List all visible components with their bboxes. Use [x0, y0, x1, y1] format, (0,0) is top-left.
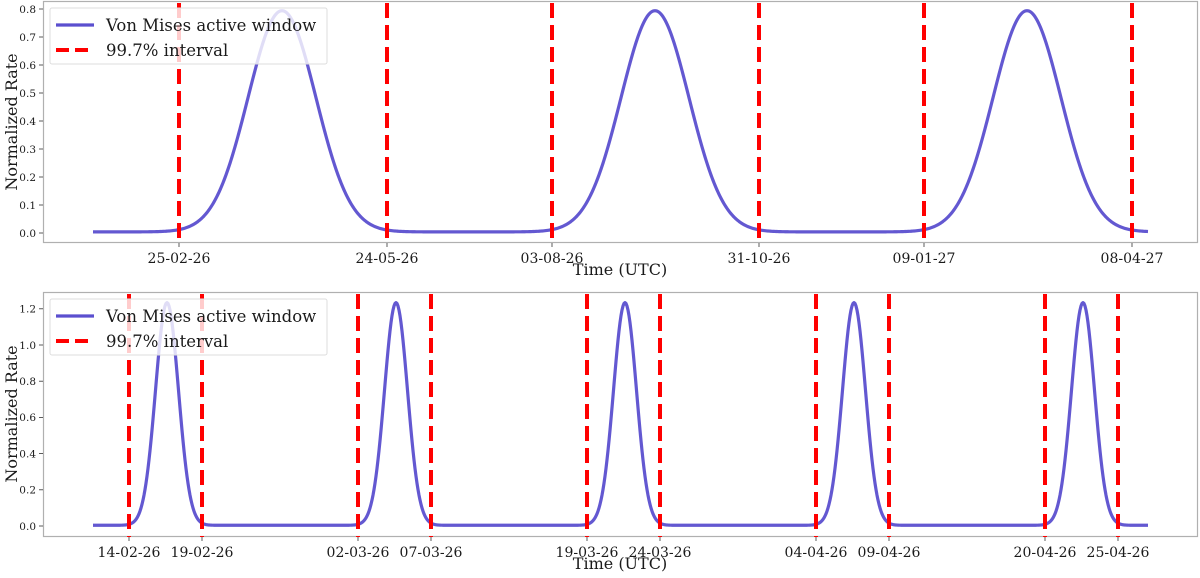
x-tick-label: 04-04-26: [785, 545, 848, 561]
bottom-chart-panel: 0.0 0.2 0.4 0.6 0.8 1.0 1.2 14-02-26 19-02-26 02-…: [2, 291, 1199, 573]
y-tick-label: 0.2: [19, 172, 36, 184]
y-tick-label: 0.3: [19, 144, 36, 156]
y-tick-label: 0.0: [19, 228, 36, 240]
y-tick-label: 0.8: [19, 376, 36, 388]
x-tick-label: 24-05-26: [356, 251, 419, 267]
y-tick-label: 1.0: [19, 340, 36, 352]
x-tick-label: 19-03-26: [556, 545, 619, 561]
y-tick-label: 0.4: [19, 116, 36, 128]
legend: Von Mises active window 99.7% interval: [49, 298, 328, 356]
x-tick-label: 25-04-26: [1087, 545, 1150, 561]
y-axis-label: Normalized Rate: [2, 53, 21, 190]
x-tick-label: 19-02-26: [171, 545, 234, 561]
x-tick-label: 03-08-26: [521, 251, 584, 267]
von-mises-curve: [92, 301, 1149, 527]
y-tick-label: 0.5: [19, 88, 36, 100]
legend-label-curve: Von Mises active window: [105, 307, 316, 326]
y-tick-label: 0.4: [19, 448, 36, 460]
y-tick-label: 0.1: [19, 200, 36, 212]
legend-label-curve: Von Mises active window: [105, 16, 316, 35]
y-axis-label: Normalized Rate: [2, 345, 21, 482]
x-tick-label: 09-01-27: [893, 251, 956, 267]
y-tick-label: 0.2: [19, 485, 36, 497]
x-tick-label: 09-04-26: [858, 545, 921, 561]
x-tick-label: 20-04-26: [1014, 545, 1077, 561]
y-tick-label: 0.0: [19, 521, 36, 533]
x-tick-label: 07-03-26: [400, 545, 463, 561]
x-axis-label: Time (UTC): [573, 554, 667, 573]
x-tick-label: 31-10-26: [728, 251, 791, 267]
x-axis-label: Time (UTC): [573, 260, 667, 279]
y-tick-label: 0.8: [19, 4, 36, 16]
x-tick-label: 08-04-27: [1101, 251, 1164, 267]
axes-frame: [42, 0, 1199, 244]
x-tick-label: 25-02-26: [148, 251, 211, 267]
legend: Von Mises active window 99.7% interval: [49, 7, 328, 65]
y-tick-label: 0.7: [19, 32, 36, 44]
y-tick-label: 0.6: [19, 60, 36, 72]
legend-label-interval: 99.7% interval: [106, 332, 228, 351]
legend-label-interval: 99.7% interval: [106, 41, 228, 60]
y-tick-label: 0.6: [19, 412, 36, 424]
x-tick-label: 14-02-26: [98, 545, 161, 561]
x-tick-label: 24-03-26: [629, 545, 692, 561]
x-tick-label: 02-03-26: [327, 545, 390, 561]
top-chart-panel: 0.0 0.1 0.2 0.3 0.4 0.5 0.6 0.7 0.8 25-02-26 24-05…: [2, 0, 1199, 279]
y-tick-label: 1.2: [19, 304, 36, 316]
axes-frame: [42, 291, 1199, 538]
